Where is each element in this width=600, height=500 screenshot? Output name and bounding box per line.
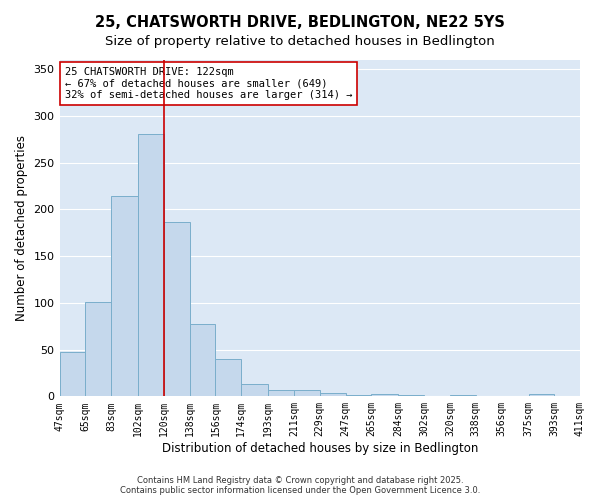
Text: 25, CHATSWORTH DRIVE, BEDLINGTON, NE22 5YS: 25, CHATSWORTH DRIVE, BEDLINGTON, NE22 5… bbox=[95, 15, 505, 30]
Text: 25 CHATSWORTH DRIVE: 122sqm
← 67% of detached houses are smaller (649)
32% of se: 25 CHATSWORTH DRIVE: 122sqm ← 67% of det… bbox=[65, 66, 352, 100]
Bar bbox=[59, 352, 85, 397]
Bar bbox=[241, 384, 268, 396]
Text: Contains HM Land Registry data © Crown copyright and database right 2025.
Contai: Contains HM Land Registry data © Crown c… bbox=[120, 476, 480, 495]
Bar bbox=[215, 359, 241, 397]
X-axis label: Distribution of detached houses by size in Bedlington: Distribution of detached houses by size … bbox=[161, 442, 478, 455]
Text: Size of property relative to detached houses in Bedlington: Size of property relative to detached ho… bbox=[105, 35, 495, 48]
Bar bbox=[294, 390, 320, 396]
Bar bbox=[529, 394, 554, 396]
Bar bbox=[111, 196, 138, 396]
Bar bbox=[268, 390, 294, 396]
Y-axis label: Number of detached properties: Number of detached properties bbox=[15, 135, 28, 321]
Bar bbox=[190, 324, 215, 396]
Bar bbox=[164, 222, 190, 396]
Bar bbox=[320, 392, 346, 396]
Bar bbox=[138, 134, 164, 396]
Bar bbox=[371, 394, 398, 396]
Bar bbox=[85, 302, 111, 396]
